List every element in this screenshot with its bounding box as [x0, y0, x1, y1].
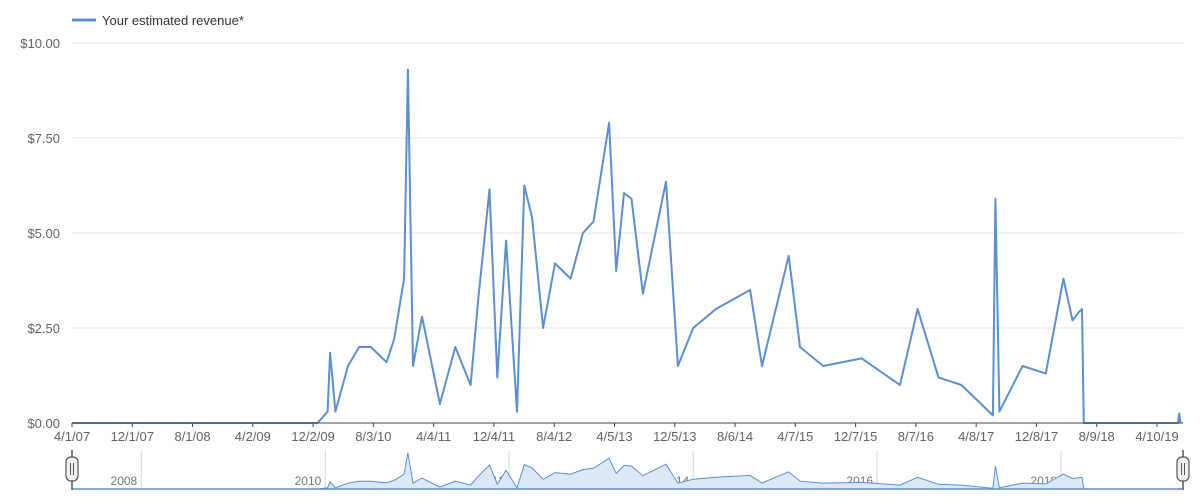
x-tick-label: 4/7/15 — [777, 429, 813, 444]
x-tick-label: 4/4/11 — [416, 429, 451, 444]
x-tick-label: 12/4/11 — [473, 429, 515, 444]
navigator-year-label: 2010 — [295, 474, 322, 488]
x-tick-label: 12/8/17 — [1015, 429, 1058, 444]
y-tick-label: $0.00 — [27, 416, 60, 431]
navigator-right-handle[interactable] — [1176, 450, 1190, 490]
x-tick-label: 12/1/07 — [111, 429, 154, 444]
x-tick-label: 8/3/10 — [355, 429, 391, 444]
x-tick-label: 4/2/09 — [235, 429, 271, 444]
y-tick-label: $5.00 — [27, 226, 60, 241]
x-tick-label: 4/8/17 — [958, 429, 994, 444]
navigator-left-handle[interactable] — [65, 450, 79, 490]
navigator-series-layer — [72, 452, 1181, 490]
drag-handle-icon — [1176, 456, 1190, 482]
x-tick-label: 4/5/13 — [596, 429, 632, 444]
y-tick-label: $2.50 — [27, 321, 60, 336]
range-navigator[interactable]: 200820102012201420162018 — [65, 446, 1190, 490]
y-axis-ticks: $0.00 $2.50 $5.00 $7.50 $10.00 — [20, 36, 60, 431]
x-tick-label: 4/1/07 — [54, 429, 90, 444]
x-tick-label: 8/7/16 — [898, 429, 934, 444]
x-tick-label: 12/2/09 — [291, 429, 334, 444]
x-tick-label: 12/7/15 — [834, 429, 877, 444]
x-tick-label: 8/1/08 — [174, 429, 210, 444]
navigator-revenue-line — [72, 452, 1181, 490]
revenue-line — [72, 68, 1182, 424]
y-tick-label: $7.50 — [27, 131, 60, 146]
legend-label: Your estimated revenue* — [102, 13, 244, 28]
series-layer — [72, 68, 1182, 424]
x-tick-label: 12/5/13 — [653, 429, 696, 444]
grid-lines — [72, 42, 1183, 329]
navigator-year-label: 2008 — [111, 474, 138, 488]
x-tick-label: 8/6/14 — [717, 429, 753, 444]
x-tick-label: 8/9/18 — [1079, 429, 1115, 444]
x-tick-label: 4/10/19 — [1135, 429, 1178, 444]
x-axis-ticks: 4/1/07 12/1/07 8/1/08 4/2/09 12/2/09 8/3/10 4/… — [54, 423, 1179, 444]
drag-handle-icon — [65, 456, 79, 482]
legend[interactable]: Your estimated revenue* — [72, 13, 244, 28]
x-tick-label: 8/4/12 — [536, 429, 572, 444]
y-tick-label: $10.00 — [20, 36, 60, 51]
